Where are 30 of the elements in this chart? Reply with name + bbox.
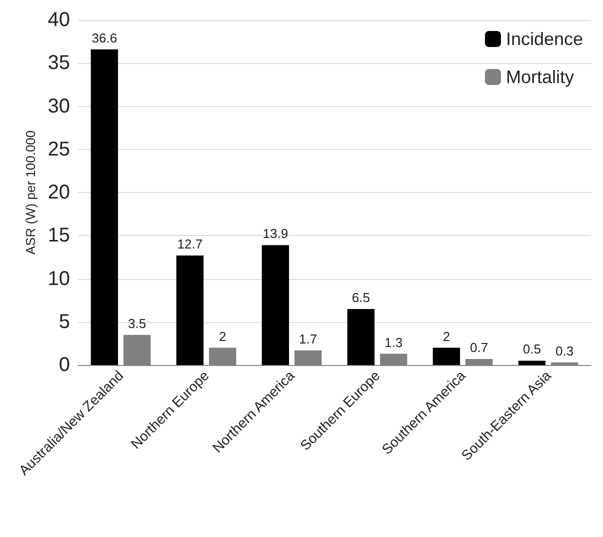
data-label: 13.9 <box>262 226 288 242</box>
bar <box>176 255 204 365</box>
y-axis-title: ASR (W) per 100.000 <box>22 130 38 255</box>
data-label: 6.5 <box>352 290 370 305</box>
data-label: 1.7 <box>299 331 318 346</box>
data-label: 0.7 <box>470 340 488 355</box>
data-label: 2 <box>218 328 226 344</box>
legend-label: Mortality <box>506 67 574 87</box>
y-tick-label: 15 <box>48 224 70 247</box>
bar <box>90 49 118 365</box>
data-label: 0.3 <box>556 343 574 358</box>
legend-label: Incidence <box>506 29 584 49</box>
y-tick-label: 25 <box>48 138 70 160</box>
y-tick-label: 30 <box>48 95 70 118</box>
bar <box>262 245 290 365</box>
y-tick-label: 40 <box>48 9 70 31</box>
y-tick-label: 35 <box>48 52 70 74</box>
data-label: 0.5 <box>522 342 541 357</box>
data-label: 36.6 <box>92 30 118 46</box>
data-label: 2 <box>442 328 450 344</box>
data-label: 12.7 <box>177 236 203 252</box>
data-label: 1.3 <box>384 334 403 350</box>
data-label: 3.5 <box>128 316 146 331</box>
y-tick-label: 0 <box>58 354 70 376</box>
bar <box>347 308 375 365</box>
bar <box>432 348 460 365</box>
bar <box>518 360 546 365</box>
y-tick-label: 10 <box>48 268 70 290</box>
y-tick-label: 20 <box>48 182 70 204</box>
y-tick-label: 5 <box>58 310 70 333</box>
